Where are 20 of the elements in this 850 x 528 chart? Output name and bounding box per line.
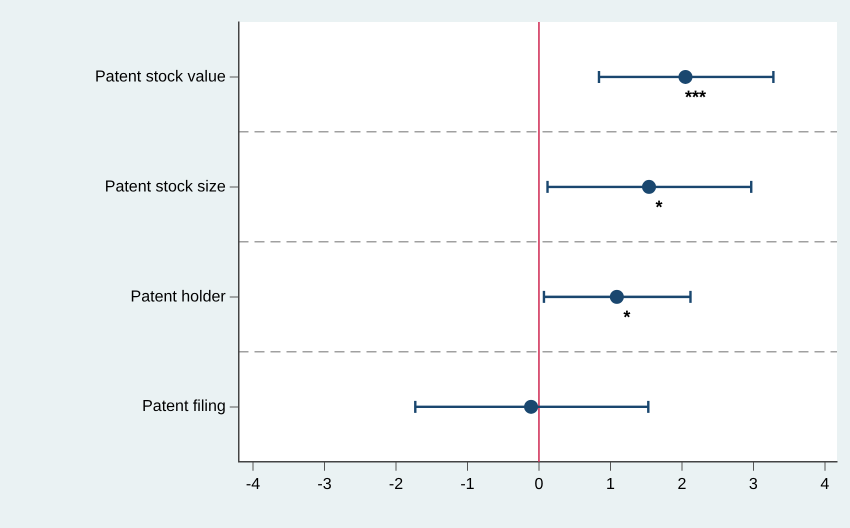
- x-tick-label: -1: [460, 476, 475, 493]
- y-tick-label: Patent stock value: [94, 68, 226, 86]
- point: [524, 400, 538, 414]
- x-tick-label: 0: [534, 476, 544, 493]
- point: [610, 290, 624, 304]
- y-tick-label: Patent holder: [130, 288, 226, 306]
- x-tick-label: 1: [606, 476, 615, 493]
- point: [678, 70, 692, 84]
- point: [642, 180, 656, 194]
- x-tick-label: -3: [317, 476, 332, 493]
- x-tick-label: -2: [388, 476, 404, 493]
- annotation: *: [656, 196, 663, 217]
- annotation: ***: [684, 86, 706, 107]
- x-tick-label: 3: [748, 476, 758, 493]
- x-tick-label: 4: [820, 476, 830, 493]
- y-tick-label: Patent filing: [142, 398, 226, 416]
- y-tick-label: Patent stock size: [104, 178, 226, 196]
- annotation: *: [623, 306, 630, 327]
- x-tick-label: 2: [677, 476, 686, 493]
- x-tick-label: -4: [246, 476, 260, 493]
